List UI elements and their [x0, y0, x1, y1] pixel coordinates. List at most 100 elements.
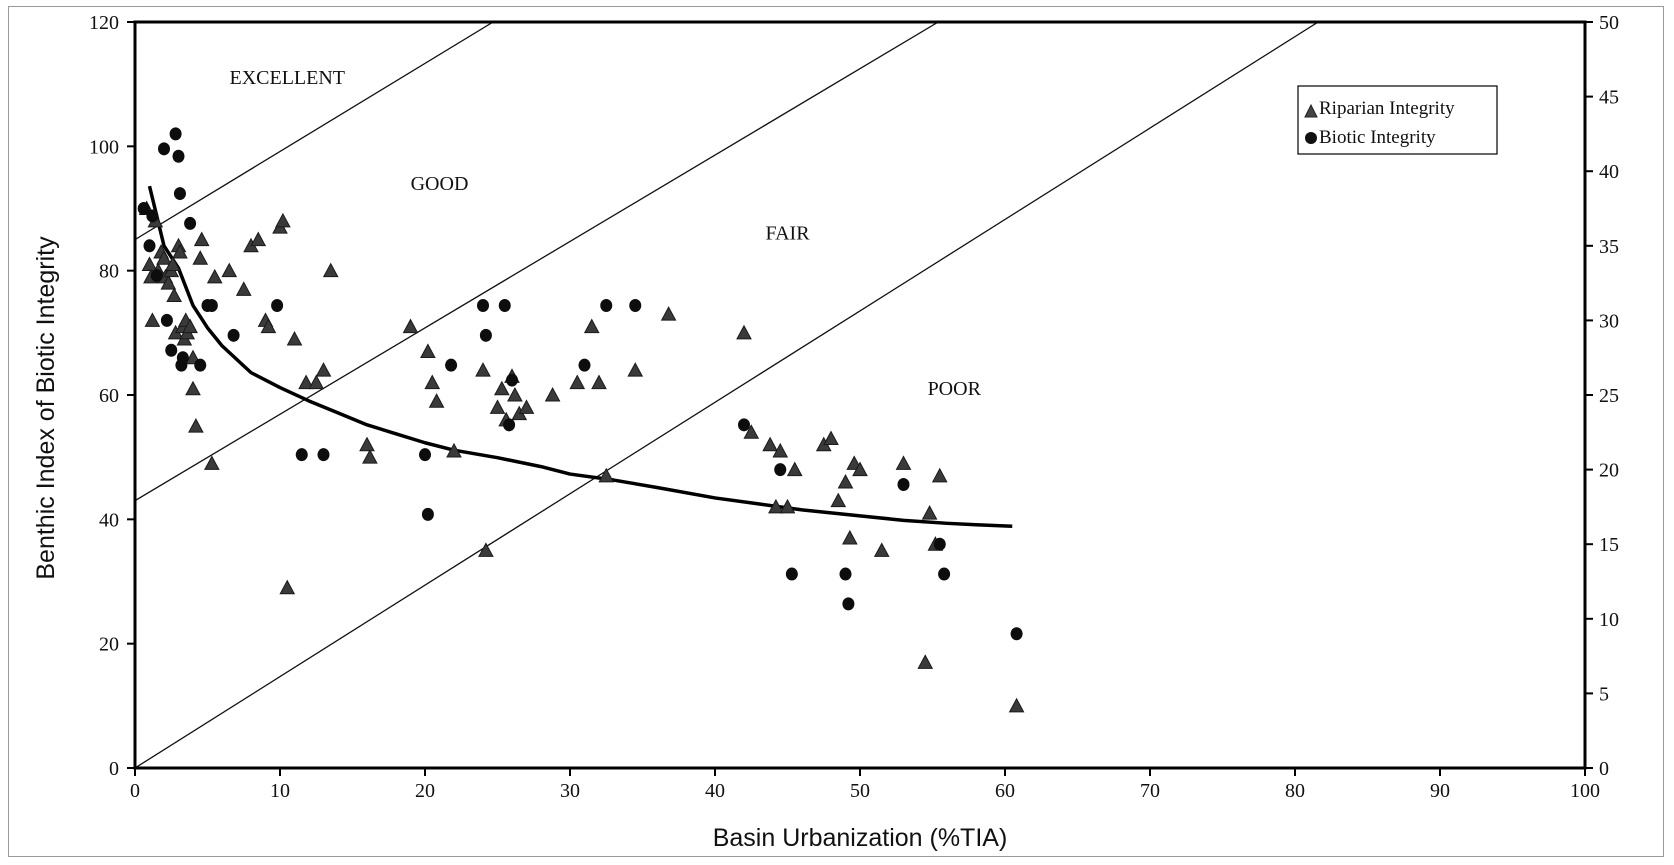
- x-tick-label: 100: [1570, 780, 1600, 802]
- riparian-point: [627, 362, 644, 377]
- rating-zone-labels: EXCELLENT GOOD FAIR POOR: [229, 67, 981, 400]
- biotic-point: [421, 507, 434, 521]
- riparian-point: [518, 399, 535, 414]
- riparian-point: [830, 492, 847, 508]
- y2-tick-label: 5: [1599, 683, 1609, 705]
- riparian-point: [660, 306, 677, 321]
- legend-box: [1297, 85, 1498, 155]
- riparian-point: [837, 473, 854, 489]
- riparian-point: [160, 275, 177, 290]
- zone-label: EXCELLENT: [229, 67, 345, 89]
- riparian-point: [895, 455, 912, 470]
- biotic-point: [137, 202, 150, 215]
- biotic-point: [158, 142, 170, 156]
- riparian-point: [286, 330, 303, 346]
- biotic-point: [503, 418, 516, 432]
- riparian-point: [779, 498, 796, 514]
- y-tick-label: 20: [99, 634, 119, 656]
- biotic-point: [160, 313, 173, 327]
- riparian-point: [736, 324, 752, 340]
- riparian-point: [235, 281, 252, 296]
- riparian-point: [192, 250, 209, 265]
- riparian-point: [743, 424, 760, 439]
- zone-label: GOOD: [411, 173, 469, 195]
- riparian-point: [172, 243, 188, 259]
- riparian-point: [141, 256, 158, 271]
- riparian-point: [852, 461, 868, 477]
- zone-label: POOR: [928, 378, 982, 400]
- x-tick-label: 20: [415, 780, 435, 802]
- riparian-point: [583, 318, 600, 334]
- y-tick-label: 120: [89, 12, 119, 34]
- riparian-point: [250, 231, 267, 247]
- biotic-point: [176, 351, 189, 365]
- y2-tick-label: 40: [1599, 161, 1619, 183]
- riparian-point: [786, 461, 803, 477]
- y-tick-label: 60: [99, 385, 119, 407]
- x-tick-label: 0: [130, 780, 140, 802]
- y2-tick-label: 15: [1599, 534, 1619, 556]
- biotic-point: [150, 269, 163, 283]
- riparian-point: [569, 374, 586, 390]
- y2-tick-label: 0: [1599, 758, 1609, 780]
- legend-circle-icon: [1305, 132, 1317, 144]
- biotic-point: [445, 358, 458, 372]
- rating-boundary-line: [135, 22, 494, 241]
- x-tick-label: 90: [1430, 780, 1450, 802]
- trend-line-group: [147, 185, 1013, 529]
- x-tick-label: 10: [270, 780, 290, 802]
- biotic-point: [172, 149, 185, 163]
- x-tick-label: 80: [1285, 780, 1305, 802]
- riparian-point: [489, 399, 506, 414]
- biotic-point: [205, 298, 218, 312]
- x-tick-label: 50: [850, 780, 870, 802]
- biotic-point: [498, 298, 511, 312]
- riparian-point: [144, 312, 161, 327]
- legend-label-biotic: Biotic Integrity: [1319, 127, 1436, 148]
- riparian-point: [206, 268, 223, 284]
- riparian-point: [166, 287, 182, 303]
- y-axis-label: Benthic Index of Biotic Integrity: [32, 236, 60, 580]
- riparian-point: [772, 442, 789, 458]
- x-axis-label: Basin Urbanization (%TIA): [713, 824, 1008, 852]
- riparian-point: [424, 374, 441, 390]
- x-tick-label: 70: [1140, 780, 1160, 802]
- riparian-point: [917, 654, 934, 669]
- riparian-point: [298, 374, 314, 390]
- biotic-point: [271, 298, 284, 312]
- legend-triangle-icon: [1304, 103, 1318, 118]
- riparian-point: [193, 231, 210, 247]
- x-tick-label: 30: [560, 780, 580, 802]
- biotic-point: [317, 448, 330, 462]
- biotic-point: [600, 298, 613, 312]
- y-axis-ticks: 0 20 40 60 80 100 120: [89, 12, 135, 780]
- riparian-point: [164, 256, 181, 271]
- biotic-point: [146, 209, 159, 223]
- riparian-point: [402, 318, 419, 334]
- riparian-point: [1008, 697, 1025, 713]
- y-tick-label: 0: [109, 758, 119, 780]
- biotic-point: [738, 418, 750, 432]
- y-tick-label: 80: [99, 261, 119, 283]
- riparian-point: [322, 262, 339, 278]
- riparian-point: [931, 467, 948, 483]
- biotic-point: [477, 298, 489, 312]
- rating-boundary-line: [135, 22, 939, 502]
- biotic-point: [578, 358, 591, 372]
- zone-label: FAIR: [765, 223, 810, 245]
- trend-line: [147, 185, 1013, 529]
- y2-tick-label: 30: [1599, 310, 1619, 332]
- rating-boundary-line: [135, 22, 1319, 768]
- riparian-point: [279, 579, 296, 595]
- riparian-point: [315, 362, 332, 377]
- biotic-point: [506, 373, 518, 387]
- riparian-point: [507, 386, 523, 402]
- rating-boundary-lines: [135, 22, 1319, 768]
- riparian-point: [359, 436, 375, 452]
- biotic-point: [419, 448, 431, 462]
- riparian-point: [428, 393, 445, 408]
- riparian-point: [873, 542, 890, 557]
- biotic-point: [165, 343, 178, 357]
- riparian-point: [598, 467, 615, 483]
